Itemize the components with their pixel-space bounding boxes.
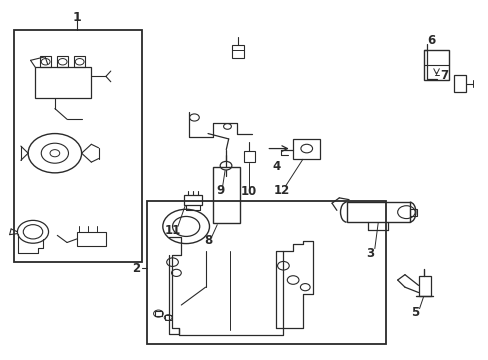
Bar <box>424 50 448 80</box>
Text: 4: 4 <box>271 160 280 173</box>
Text: 3: 3 <box>365 247 373 260</box>
Text: 5: 5 <box>411 306 419 319</box>
Bar <box>57 56 68 67</box>
Bar <box>165 315 171 320</box>
Text: 7: 7 <box>439 69 447 82</box>
Bar <box>292 139 319 158</box>
Bar <box>244 152 255 162</box>
Text: 8: 8 <box>203 234 212 247</box>
Text: 2: 2 <box>132 262 141 275</box>
Text: 12: 12 <box>273 184 289 197</box>
Bar <box>212 167 239 223</box>
Bar <box>35 67 91 98</box>
Bar <box>147 202 385 344</box>
Bar <box>183 195 202 205</box>
Bar <box>74 56 85 67</box>
Text: 10: 10 <box>240 185 256 198</box>
Text: 9: 9 <box>216 184 224 197</box>
Text: 11: 11 <box>164 224 181 237</box>
Bar <box>346 202 409 222</box>
Bar <box>453 75 465 93</box>
Bar <box>154 311 162 316</box>
Bar <box>40 56 51 67</box>
Bar <box>418 276 430 296</box>
Text: 6: 6 <box>427 34 435 47</box>
Bar <box>14 30 142 262</box>
Bar <box>77 232 106 246</box>
Bar <box>232 45 244 58</box>
Text: 1: 1 <box>72 11 81 24</box>
Bar <box>409 208 416 216</box>
